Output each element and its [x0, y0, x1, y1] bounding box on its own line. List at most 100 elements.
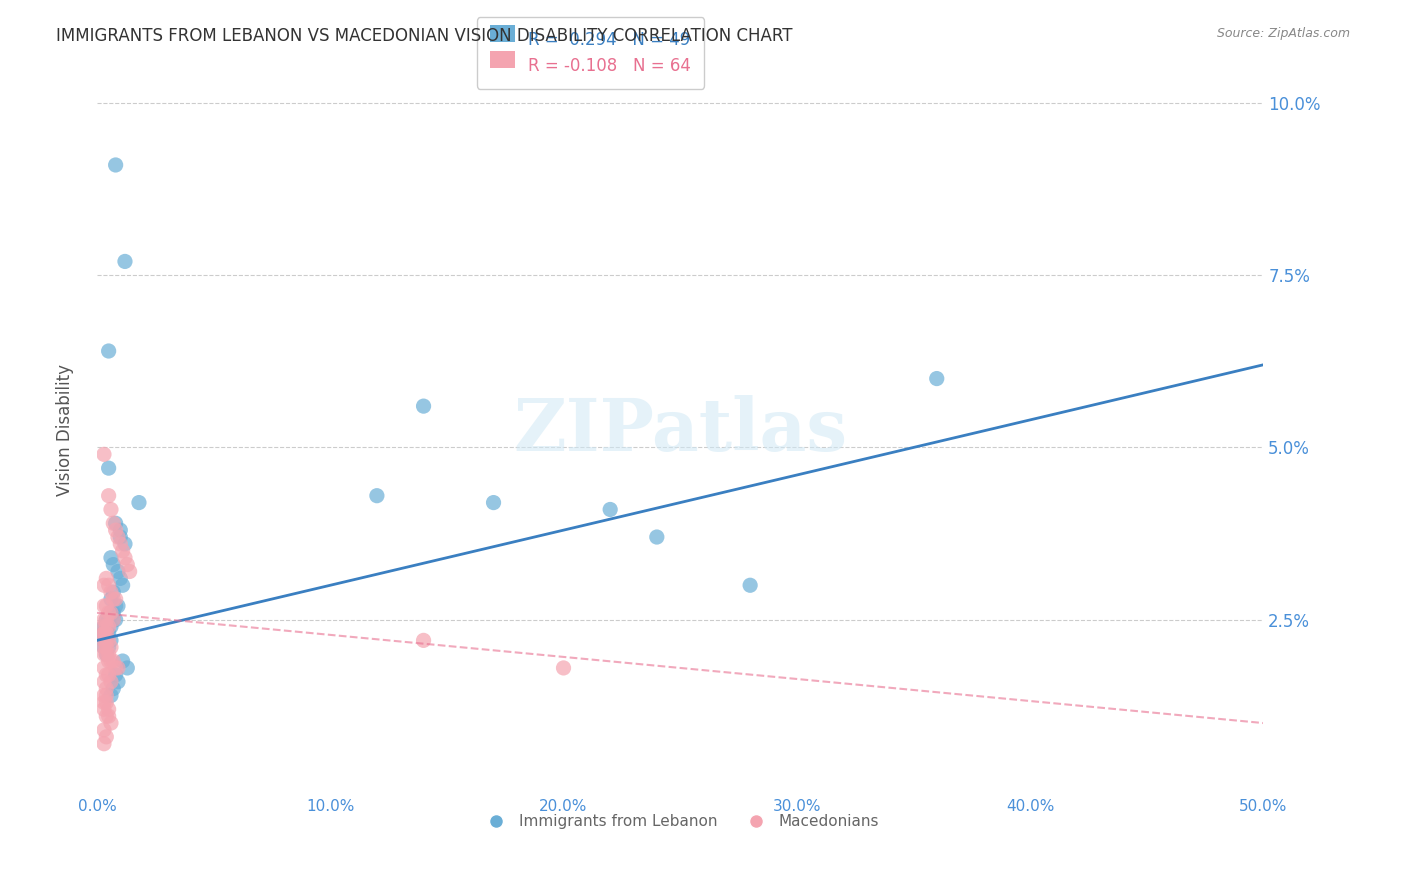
Point	[103, 585, 125, 599]
Point	[93, 689, 115, 703]
Point	[110, 523, 132, 537]
Point	[93, 640, 115, 655]
Point	[97, 647, 120, 661]
Point	[96, 647, 118, 661]
Point	[96, 730, 118, 744]
Point	[104, 158, 127, 172]
Point	[97, 606, 120, 620]
Point	[93, 626, 115, 640]
Point	[100, 619, 122, 633]
Point	[93, 661, 115, 675]
Point	[93, 633, 115, 648]
Point	[97, 619, 120, 633]
Point	[107, 674, 129, 689]
Point	[96, 626, 118, 640]
Point	[100, 716, 122, 731]
Point	[100, 550, 122, 565]
Point	[412, 633, 434, 648]
Point	[117, 558, 139, 572]
Point	[103, 613, 125, 627]
Point	[104, 592, 127, 607]
Point	[97, 461, 120, 475]
Point	[107, 530, 129, 544]
Point	[740, 578, 762, 592]
Point	[100, 654, 122, 668]
Point	[100, 502, 122, 516]
Point	[96, 619, 118, 633]
Point	[100, 640, 122, 655]
Point	[110, 530, 132, 544]
Point	[96, 599, 118, 613]
Point	[96, 571, 118, 585]
Point	[103, 681, 125, 696]
Point	[93, 626, 115, 640]
Point	[103, 592, 125, 607]
Point	[107, 599, 129, 613]
Point	[97, 654, 120, 668]
Point	[103, 516, 125, 531]
Point	[366, 489, 388, 503]
Point	[96, 626, 118, 640]
Text: IMMIGRANTS FROM LEBANON VS MACEDONIAN VISION DISABILITY CORRELATION CHART: IMMIGRANTS FROM LEBANON VS MACEDONIAN VI…	[56, 27, 793, 45]
Point	[93, 626, 115, 640]
Point	[100, 606, 122, 620]
Point	[93, 695, 115, 709]
Point	[93, 619, 115, 633]
Text: ZIPatlas: ZIPatlas	[513, 395, 848, 466]
Point	[107, 565, 129, 579]
Point	[482, 495, 505, 509]
Point	[118, 565, 141, 579]
Point	[93, 647, 115, 661]
Point	[93, 619, 115, 633]
Point	[925, 371, 948, 385]
Point	[100, 592, 122, 607]
Y-axis label: Vision Disability: Vision Disability	[56, 364, 73, 496]
Point	[97, 626, 120, 640]
Point	[97, 489, 120, 503]
Point	[128, 495, 150, 509]
Point	[96, 619, 118, 633]
Point	[97, 344, 120, 359]
Point	[96, 640, 118, 655]
Point	[93, 674, 115, 689]
Point	[97, 668, 120, 682]
Point	[104, 668, 127, 682]
Point	[100, 585, 122, 599]
Point	[96, 709, 118, 723]
Point	[412, 399, 434, 413]
Point	[96, 695, 118, 709]
Point	[104, 613, 127, 627]
Text: Source: ZipAtlas.com: Source: ZipAtlas.com	[1216, 27, 1350, 40]
Point	[103, 654, 125, 668]
Point	[93, 633, 115, 648]
Point	[104, 516, 127, 531]
Point	[107, 661, 129, 675]
Point	[111, 578, 134, 592]
Point	[97, 578, 120, 592]
Point	[110, 537, 132, 551]
Point	[104, 523, 127, 537]
Point	[103, 606, 125, 620]
Point	[103, 613, 125, 627]
Point	[100, 633, 122, 648]
Point	[96, 613, 118, 627]
Point	[100, 606, 122, 620]
Point	[96, 633, 118, 648]
Point	[104, 599, 127, 613]
Point	[97, 709, 120, 723]
Point	[110, 571, 132, 585]
Point	[93, 737, 115, 751]
Point	[553, 661, 575, 675]
Point	[104, 661, 127, 675]
Point	[93, 723, 115, 737]
Point	[93, 702, 115, 716]
Point	[111, 544, 134, 558]
Point	[103, 558, 125, 572]
Point	[96, 668, 118, 682]
Point	[97, 640, 120, 655]
Point	[96, 647, 118, 661]
Point	[97, 633, 120, 648]
Point	[97, 702, 120, 716]
Point	[111, 654, 134, 668]
Point	[114, 550, 136, 565]
